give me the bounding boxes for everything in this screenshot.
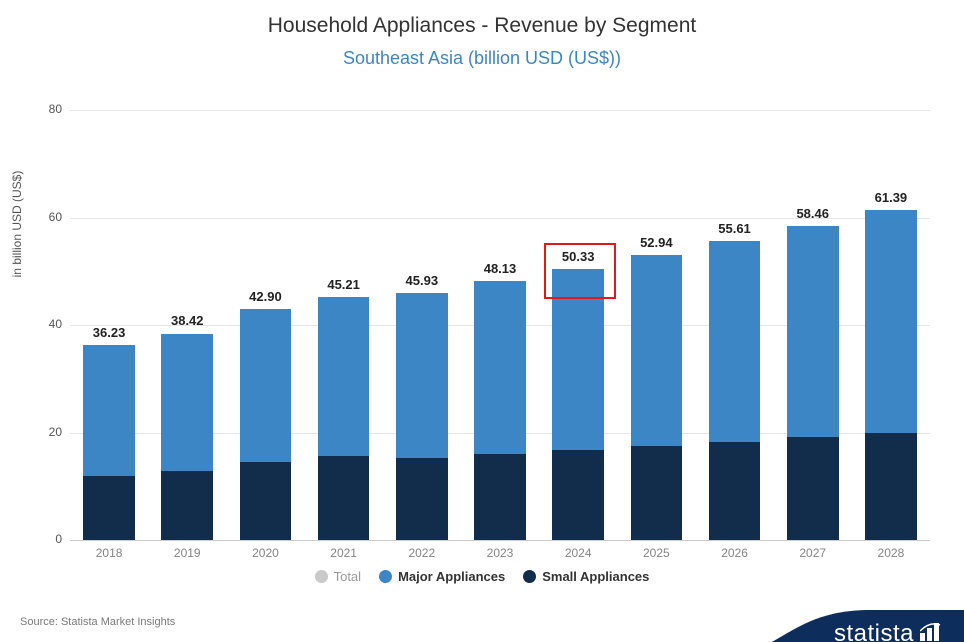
- legend-swatch: [523, 570, 536, 583]
- bar: [396, 293, 448, 540]
- legend: Total Major Appliances Small Appliances: [0, 569, 964, 584]
- bar-segment-small: [631, 446, 683, 540]
- gridline: [70, 540, 930, 541]
- x-tick-label: 2025: [617, 546, 695, 560]
- legend-label: Total: [334, 569, 361, 584]
- bar-segment-major: [240, 309, 292, 462]
- x-tick-label: 2021: [305, 546, 383, 560]
- bar-segment-major: [865, 210, 917, 432]
- plot-area: 02040608036.23201838.42201942.90202045.2…: [70, 110, 930, 540]
- chart-container: Household Appliances - Revenue by Segmen…: [0, 14, 964, 642]
- gridline: [70, 110, 930, 111]
- brand-logo: statista: [834, 620, 942, 642]
- bar-segment-major: [161, 334, 213, 472]
- bar-segment-major: [474, 281, 526, 454]
- source-text: Source: Statista Market Insights: [20, 616, 175, 628]
- x-tick-label: 2026: [695, 546, 773, 560]
- brand-chart-icon: [920, 620, 942, 642]
- bar-segment-major: [396, 293, 448, 458]
- bar-value-label: 36.23: [79, 325, 139, 340]
- bar-value-label: 52.94: [626, 235, 686, 250]
- bar: [474, 281, 526, 540]
- bar: [161, 334, 213, 541]
- legend-item[interactable]: Small Appliances: [523, 569, 649, 584]
- bar: [83, 345, 135, 540]
- legend-label: Small Appliances: [542, 569, 649, 584]
- bar-segment-small: [474, 454, 526, 540]
- bar: [787, 226, 839, 540]
- bar-segment-major: [318, 297, 370, 456]
- y-tick-label: 40: [42, 317, 62, 331]
- bar-value-label: 55.61: [705, 221, 765, 236]
- legend-swatch: [379, 570, 392, 583]
- bar-segment-major: [631, 255, 683, 445]
- bar-segment-small: [552, 450, 604, 540]
- x-tick-label: 2019: [148, 546, 226, 560]
- bar-value-label: 61.39: [861, 190, 921, 205]
- x-tick-label: 2023: [461, 546, 539, 560]
- bar-segment-major: [787, 226, 839, 437]
- y-axis-label: in billion USD (US$): [10, 124, 24, 324]
- y-tick-label: 60: [42, 210, 62, 224]
- bar-segment-small: [83, 476, 135, 541]
- bar-value-label: 48.13: [470, 261, 530, 276]
- bar-value-label: 50.33: [548, 249, 608, 264]
- legend-label: Major Appliances: [398, 569, 505, 584]
- x-tick-label: 2028: [852, 546, 930, 560]
- legend-item[interactable]: Major Appliances: [379, 569, 505, 584]
- bar: [709, 241, 761, 540]
- bar-segment-major: [552, 269, 604, 449]
- bar-value-label: 58.46: [783, 206, 843, 221]
- x-tick-label: 2027: [774, 546, 852, 560]
- bar-value-label: 42.90: [235, 289, 295, 304]
- bar-segment-major: [709, 241, 761, 442]
- bar-segment-small: [318, 456, 370, 540]
- bar: [865, 210, 917, 540]
- bar: [552, 269, 604, 540]
- bar-segment-major: [83, 345, 135, 475]
- legend-item[interactable]: Total: [315, 569, 361, 584]
- brand-text: statista: [834, 620, 914, 642]
- bar-segment-small: [787, 437, 839, 540]
- bar-segment-small: [396, 458, 448, 540]
- bar: [631, 255, 683, 540]
- y-tick-label: 0: [42, 532, 62, 546]
- bar-segment-small: [865, 433, 917, 541]
- bar-segment-small: [161, 471, 213, 540]
- chart-title: Household Appliances - Revenue by Segmen…: [0, 14, 964, 38]
- x-tick-label: 2022: [383, 546, 461, 560]
- chart-subtitle: Southeast Asia (billion USD (US$)): [0, 48, 964, 69]
- y-tick-label: 20: [42, 425, 62, 439]
- x-tick-label: 2024: [539, 546, 617, 560]
- bar: [318, 297, 370, 540]
- x-tick-label: 2020: [226, 546, 304, 560]
- bar-value-label: 38.42: [157, 313, 217, 328]
- y-tick-label: 80: [42, 102, 62, 116]
- bar-segment-small: [709, 442, 761, 540]
- bar-segment-small: [240, 462, 292, 540]
- bar-value-label: 45.21: [314, 277, 374, 292]
- bar: [240, 309, 292, 540]
- x-tick-label: 2018: [70, 546, 148, 560]
- bar-value-label: 45.93: [392, 273, 452, 288]
- legend-swatch: [315, 570, 328, 583]
